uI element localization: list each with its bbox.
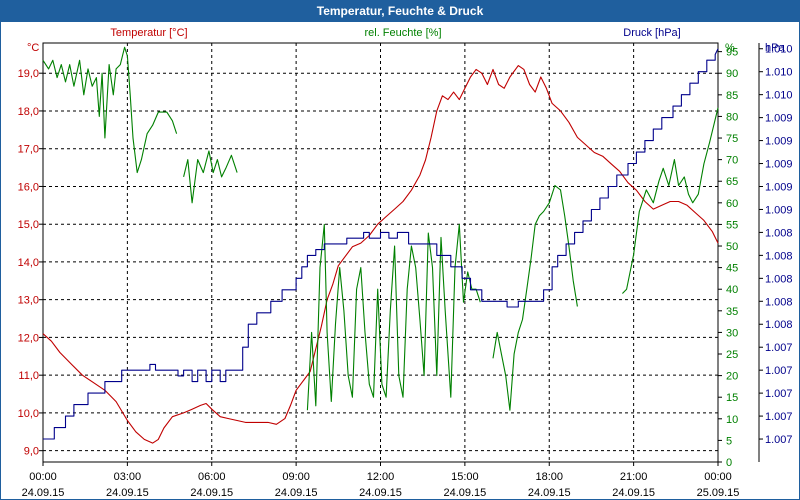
humidity-tick-label: 55: [726, 219, 738, 231]
pressure-tick-label: 1.008: [765, 250, 793, 262]
pressure-tick-label: 1.009: [765, 159, 793, 171]
pressure-tick-label: 1.007: [765, 411, 793, 423]
humidity-series-line: [183, 150, 238, 204]
pressure-tick-label: 1.007: [765, 388, 793, 400]
humidity-tick-label: 75: [726, 133, 738, 145]
humidity-series-line: [492, 184, 578, 411]
temperature-unit-label: °C: [27, 42, 39, 54]
temperature-axis-title: Temperatur [°C]: [110, 27, 187, 39]
humidity-series-line: [622, 107, 719, 294]
pressure-tick-label: 1.007: [765, 434, 793, 446]
temperature-tick-label: 16,0: [18, 181, 39, 193]
date-tick-label: 24.09.15: [359, 487, 402, 499]
pressure-tick-label: 1.008: [765, 273, 793, 285]
temperature-tick-label: 14,0: [18, 257, 39, 269]
humidity-tick-label: 0: [726, 457, 732, 469]
pressure-tick-label: 1.010: [765, 44, 793, 56]
humidity-tick-label: 20: [726, 371, 738, 383]
humidity-tick-label: 25: [726, 349, 738, 361]
time-tick-label: 03:00: [114, 471, 142, 483]
date-tick-label: 24.09.15: [190, 487, 233, 499]
pressure-tick-label: 1.007: [765, 342, 793, 354]
time-tick-label: 18:00: [535, 471, 563, 483]
humidity-tick-label: 90: [726, 68, 738, 80]
humidity-tick-label: 30: [726, 327, 738, 339]
temperature-tick-label: 9,0: [24, 446, 39, 458]
humidity-tick-label: 95: [726, 47, 738, 59]
time-tick-label: 00:00: [704, 471, 732, 483]
humidity-tick-label: 35: [726, 306, 738, 318]
chart-title: Temperatur, Feuchte & Druck: [1, 1, 799, 22]
pressure-unit-label: hPa: [765, 42, 785, 54]
pressure-tick-label: 1.009: [765, 181, 793, 193]
humidity-tick-label: 65: [726, 176, 738, 188]
pressure-axis-title: Druck [hPa]: [623, 27, 680, 39]
humidity-tick-label: 85: [726, 90, 738, 102]
temperature-tick-label: 10,0: [18, 408, 39, 420]
pressure-tick-label: 1.009: [765, 113, 793, 125]
humidity-tick-label: 50: [726, 241, 738, 253]
temperature-tick-label: 12,0: [18, 332, 39, 344]
humidity-ticks: 0 5 10 15 20 25 30 35 40 45 50 55 60 65 70 75 80 85 90 95: [717, 43, 738, 469]
humidity-tick-label: 70: [726, 155, 738, 167]
humidity-tick-label: 5: [726, 435, 732, 447]
temperature-series-line: [42, 65, 719, 444]
pressure-tick-label: 1.008: [765, 227, 793, 239]
pressure-ticks: 1.007 1.007 1.007 1.007 1.007 1.008 1.008 1.008…: [758, 43, 793, 462]
axis-labels: °C Temperatur [°C] rel. Feuchte [%]% Druck …: [27, 27, 785, 54]
humidity-unit-label: %: [725, 42, 735, 54]
humidity-series-line: [42, 46, 178, 174]
date-tick-label: 24.09.15: [612, 487, 655, 499]
temperature-tick-label: 13,0: [18, 295, 39, 307]
date-tick-label: 24.09.15: [443, 487, 486, 499]
humidity-tick-label: 80: [726, 111, 738, 123]
pressure-tick-label: 1.008: [765, 296, 793, 308]
humidity-axis-title: rel. Feuchte [%]: [364, 27, 441, 39]
pressure-tick-label: 1.009: [765, 136, 793, 148]
pressure-tick-label: 1.008: [765, 319, 793, 331]
time-tick-label: 12:00: [367, 471, 395, 483]
pressure-tick-label: 1.010: [765, 67, 793, 79]
pressure-tick-label: 1.009: [765, 204, 793, 216]
date-tick-label: 24.09.15: [106, 487, 149, 499]
humidity-tick-label: 10: [726, 414, 738, 426]
humidity-tick-label: 60: [726, 198, 738, 210]
date-tick-label: 24.09.15: [528, 487, 571, 499]
temperature-tick-label: 17,0: [18, 144, 39, 156]
date-tick-label: 25.09.15: [697, 487, 740, 499]
humidity-tick-label: 45: [726, 263, 738, 275]
temperature-tick-label: 11,0: [18, 370, 39, 382]
time-tick-label: 06:00: [198, 471, 226, 483]
time-tick-label: 00:00: [29, 471, 57, 483]
temperature-ticks: 9,0 10,0 11,0 12,0 13,0 14,0 15,0 16,0 17,0 18,0 1…: [18, 68, 43, 458]
pressure-tick-label: 1.007: [765, 365, 793, 377]
time-ticks: 00:00 24.09.15 03:00 24.09.15 06:00 24.09.15 0…: [22, 462, 740, 499]
series-lines: [42, 46, 719, 444]
grid: [43, 43, 718, 462]
humidity-tick-label: 40: [726, 284, 738, 296]
pressure-tick-label: 1.010: [765, 90, 793, 102]
time-tick-label: 15:00: [451, 471, 479, 483]
time-tick-label: 21:00: [620, 471, 648, 483]
pressure-series-line: [43, 48, 719, 440]
date-tick-label: 24.09.15: [22, 487, 65, 499]
humidity-series-line: [306, 223, 481, 411]
chart-canvas: °C Temperatur [°C] rel. Feuchte [%]% Druck …: [18, 27, 793, 499]
temperature-tick-label: 19,0: [18, 68, 39, 80]
time-tick-label: 09:00: [282, 471, 310, 483]
temperature-tick-label: 18,0: [18, 106, 39, 118]
date-tick-label: 24.09.15: [275, 487, 318, 499]
humidity-tick-label: 15: [726, 392, 738, 404]
temperature-tick-label: 15,0: [18, 219, 39, 231]
